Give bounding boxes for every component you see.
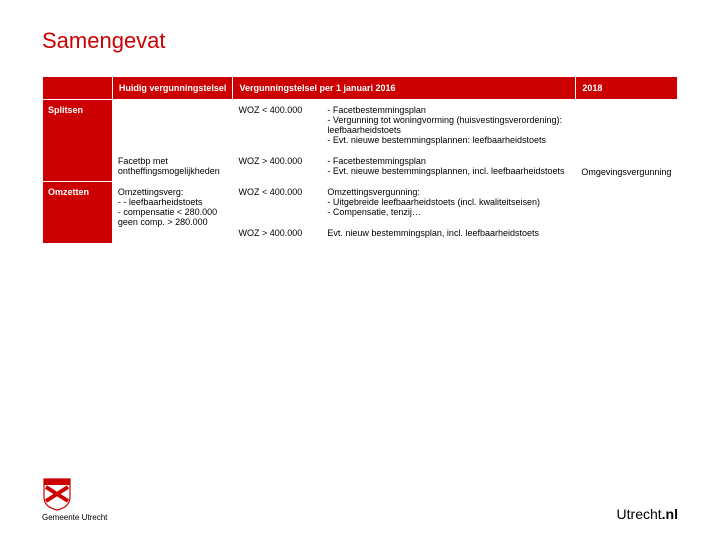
footer: Gemeente Utrecht Utrecht.nl — [42, 477, 678, 522]
page-title: Samengevat — [42, 28, 678, 54]
rowlabel-splitsen: Splitsen — [43, 100, 113, 182]
shield-icon — [42, 477, 72, 511]
cell-omzetten-woz-gt-desc: Evt. nieuw bestemmingsplan, incl. leefba… — [322, 223, 576, 244]
cell-omzetten-woz-lt: WOZ < 400.000 — [233, 182, 322, 223]
cell-splitsen-woz-lt: WOZ < 400.000 — [233, 100, 322, 151]
cell-splitsen-woz-gt-desc: - Facetbestemmingsplan - Evt. nieuwe bes… — [322, 151, 576, 182]
header-2016: Vergunningstelsel per 1 januari 2016 — [233, 77, 576, 100]
site-tld: .nl — [662, 506, 678, 522]
logo-text: Gemeente Utrecht — [42, 513, 107, 522]
cell-splitsen-woz-lt-desc: - Facetbestemmingsplan - Vergunning tot … — [322, 100, 576, 151]
cell-splitsen-huidig: Facetbp met ontheffingsmogelijkheden — [112, 100, 233, 182]
cell-omzetten-woz-gt: WOZ > 400.000 — [233, 223, 322, 244]
header-huidig: Huidig vergunningstelsel — [112, 77, 233, 100]
logo: Gemeente Utrecht — [42, 477, 107, 522]
header-empty — [43, 77, 113, 100]
table-row: Splitsen Facetbp met ontheffingsmogelijk… — [43, 100, 678, 151]
table-header-row: Huidig vergunningstelsel Vergunningstels… — [43, 77, 678, 100]
cell-omzetten-huidig: Omzettingsverg: - - leefbaarheidstoets -… — [112, 182, 233, 244]
header-2018: 2018 — [576, 77, 678, 100]
summary-table: Huidig vergunningstelsel Vergunningstels… — [42, 76, 678, 244]
site-name: Utrecht — [617, 506, 662, 522]
rowlabel-omzetten: Omzetten — [43, 182, 113, 244]
cell-splitsen-woz-gt: WOZ > 400.000 — [233, 151, 322, 182]
cell-omzetten-woz-lt-desc: Omzettingsvergunning: - Uitgebreide leef… — [322, 182, 576, 223]
cell-2018: Omgevingsvergunning — [576, 100, 678, 244]
site-url: Utrecht.nl — [617, 506, 678, 522]
slide: Samengevat Huidig vergunningstelsel Verg… — [0, 0, 720, 540]
